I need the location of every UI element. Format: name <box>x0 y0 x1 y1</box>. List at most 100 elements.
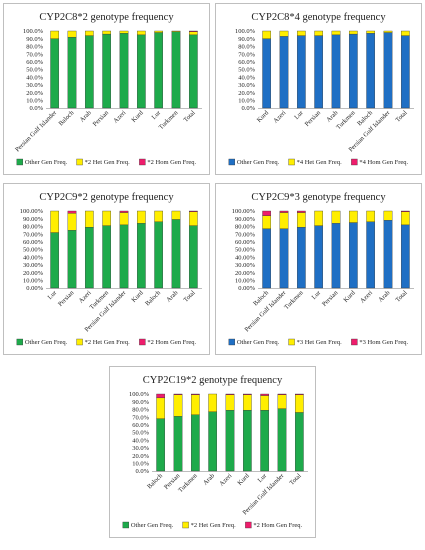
bar-segment-0 <box>296 35 306 109</box>
x-category-label: Turkmen <box>335 109 357 131</box>
bar-segment-1 <box>314 210 324 226</box>
x-category-label: Azeri <box>218 472 233 487</box>
x-category-label: Lur <box>256 472 268 484</box>
bar-segment-1 <box>136 30 146 36</box>
x-category-label: Persian <box>321 289 340 308</box>
bar-segment-2 <box>119 210 129 213</box>
x-category-label: Azeri <box>359 289 374 304</box>
x-category-label: Kurd <box>342 289 357 304</box>
y-tick-label: 50.0% <box>238 67 255 74</box>
bar-segment-1 <box>383 30 393 33</box>
bar-segment-0 <box>348 33 358 109</box>
y-tick-label: 10.00% <box>23 278 44 285</box>
bar-segment-1 <box>296 212 306 228</box>
y-tick-label: 80.0% <box>132 407 149 414</box>
x-category-label: Azeri <box>272 109 287 124</box>
bar-segment-1 <box>67 213 77 231</box>
bar-segment-1 <box>156 397 166 419</box>
x-category-label: Lur <box>46 289 58 301</box>
chart-title: CYP2C19*2 genotype frequency <box>143 375 283 386</box>
bar-segment-1 <box>154 210 164 222</box>
bar-segment-0 <box>136 223 146 289</box>
bar-segment-1 <box>279 30 289 37</box>
bar-segment-0 <box>50 232 60 289</box>
y-tick-label: 80.00% <box>235 224 256 231</box>
chart-cyp2c19-2: CYP2C19*2 genotype frequency 0.0%10.0%20.… <box>122 375 308 529</box>
legend-label: Other Gen Freq. <box>25 159 68 166</box>
bar-segment-0 <box>173 416 183 472</box>
bar-segment-1 <box>102 210 112 226</box>
bar-segment-1 <box>119 212 129 226</box>
bar-segment-0 <box>84 35 94 109</box>
y-tick-label: 70.00% <box>23 231 44 238</box>
y-tick-label: 50.0% <box>132 430 149 437</box>
bar-segment-0 <box>331 223 341 289</box>
bar-segment-1 <box>366 210 376 222</box>
bar-segment-0 <box>154 32 164 109</box>
bar-segment-0 <box>84 226 94 289</box>
y-tick-label: 70.00% <box>235 231 256 238</box>
x-category-label: Total <box>394 289 408 303</box>
bar-segment-0 <box>119 33 129 109</box>
bar-segment-2 <box>277 393 287 395</box>
y-tick-label: 0.0% <box>29 105 43 112</box>
y-tick-label: 10.0% <box>238 98 255 105</box>
y-tick-label: 0.0% <box>241 105 255 112</box>
bar-segment-0 <box>208 411 218 472</box>
bar-segment-1 <box>262 215 272 229</box>
bar-segment-0 <box>156 418 166 472</box>
bar-segment-1 <box>190 394 200 415</box>
legend-label: *2 Hom Gen Freq. <box>253 522 302 529</box>
y-tick-label: 20.0% <box>132 453 149 460</box>
y-tick-label: 60.00% <box>23 239 44 246</box>
x-category-label: Persian Gulf Islander <box>14 109 59 154</box>
legend-label: Other Gen Freq. <box>237 339 280 346</box>
legend-swatch <box>351 338 358 346</box>
y-tick-label: 100.0% <box>129 391 150 398</box>
bar-segment-0 <box>366 221 376 289</box>
y-tick-label: 0.0% <box>135 468 149 475</box>
legend-swatch <box>182 521 189 529</box>
bar-segment-0 <box>331 34 341 109</box>
bar-segment-0 <box>383 220 393 289</box>
legend-swatch <box>245 521 252 529</box>
x-category-label: Arab <box>325 109 339 123</box>
bar-segment-2 <box>188 210 198 212</box>
bar-segment-0 <box>400 35 410 109</box>
chart-title: CYP2C8*2 genotype frequency <box>39 12 174 23</box>
chart-panel-cyp2c9-2: CYP2C9*2 genotype frequency 0.00% 10.00% 20… <box>3 183 210 355</box>
bar-segment-2 <box>279 210 289 213</box>
bar-segment-1 <box>262 30 272 39</box>
bar-segment-0 <box>314 225 324 289</box>
y-tick-label: 60.0% <box>238 59 255 66</box>
bar-segment-1 <box>225 394 235 411</box>
y-tick-label: 50.00% <box>235 247 256 254</box>
bar-segment-2 <box>400 210 410 212</box>
bar-segment-0 <box>102 225 112 289</box>
legend-swatch <box>16 158 23 166</box>
y-tick-label: 0.00% <box>238 285 255 292</box>
bar-segment-0 <box>262 38 272 109</box>
x-category-label: Kurd <box>130 289 145 304</box>
bar-segment-1 <box>67 30 77 38</box>
legend-swatch <box>76 338 83 346</box>
bar-segment-0 <box>188 225 198 289</box>
chart-cyp2c8-2: CYP2C8*2 genotype frequency 0.0%10.0%20.0… <box>14 12 202 166</box>
x-category-label: Total <box>182 109 196 123</box>
bar-segment-0 <box>171 31 181 109</box>
legend-label: *2 Hom Gen Freq. <box>147 339 196 346</box>
y-tick-label: 70.0% <box>132 414 149 421</box>
x-category-label: Baloch <box>144 289 162 307</box>
legend-swatch <box>16 338 23 346</box>
bar-segment-2 <box>67 210 77 214</box>
bar-segment-0 <box>262 228 272 289</box>
legend-swatch <box>351 158 358 166</box>
x-category-label: Baloch <box>57 109 75 127</box>
bar-segment-1 <box>366 30 376 34</box>
y-tick-label: 30.0% <box>26 82 43 89</box>
chart-panel-cyp2c8-4: CYP2C8*4 genotype frequency 0.0% 10.0% 20.0… <box>215 3 422 175</box>
legend-swatch <box>139 338 146 346</box>
bar-segment-0 <box>366 33 376 109</box>
legend-swatch <box>122 521 129 529</box>
chart-title: CYP2C9*3 genotype frequency <box>251 192 386 203</box>
